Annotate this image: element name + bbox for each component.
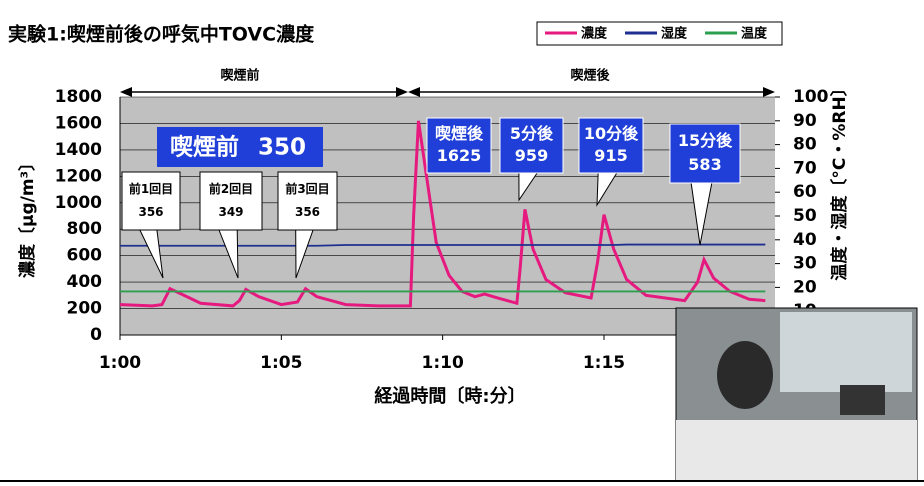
callout-label: 喫煙後 xyxy=(435,124,484,143)
callout-label: 前3回目 xyxy=(285,181,329,196)
callout-box xyxy=(277,171,338,231)
legend-label: 濃度 xyxy=(581,26,608,42)
phase-label: 喫煙前 xyxy=(220,68,259,84)
photo-laptop xyxy=(840,385,885,415)
callout-box xyxy=(499,117,564,174)
x-tick-label: 1:00 xyxy=(99,353,141,373)
callout-value: 1625 xyxy=(437,146,482,165)
y-tick-label: 1800 xyxy=(55,87,102,107)
y2-tick-label: 50 xyxy=(793,206,817,226)
y2-tick-label: 40 xyxy=(793,230,817,250)
y-tick-label: 1000 xyxy=(55,193,102,213)
y-tick-label: 1600 xyxy=(55,113,102,133)
y-tick-label: 0 xyxy=(90,325,102,345)
y-tick-label: 1400 xyxy=(55,140,102,160)
y-axis-label: 濃度〔μg/m³〕 xyxy=(17,154,38,278)
callout-value: 583 xyxy=(688,155,721,174)
callout-value: 959 xyxy=(515,146,548,165)
y2-tick-label: 60 xyxy=(793,182,817,202)
callout-label: 15分後 xyxy=(678,131,733,150)
callout-value: 356 xyxy=(138,205,163,219)
callout-box xyxy=(121,171,181,231)
y-tick-label: 600 xyxy=(67,246,103,266)
y2-tick-label: 90 xyxy=(793,111,817,131)
photo-table xyxy=(676,420,917,480)
y2-tick-label: 70 xyxy=(793,158,817,178)
y2-tick-label: 80 xyxy=(793,135,817,155)
series-line xyxy=(120,243,766,247)
callout-label: 5分後 xyxy=(510,124,554,143)
x-tick-label: 1:10 xyxy=(422,353,464,373)
callout-value: 349 xyxy=(218,205,243,219)
y2-axis-label: 温度・湿度〔°C・%RH〕 xyxy=(829,79,850,280)
callout-box xyxy=(578,117,644,174)
callout-box xyxy=(199,171,263,231)
y2-tick-label: 100 xyxy=(793,87,829,107)
phase-label: 喫煙後 xyxy=(570,68,610,84)
y-tick-label: 200 xyxy=(67,299,103,319)
photo-person xyxy=(717,341,773,409)
legend xyxy=(536,21,783,46)
photo-window xyxy=(780,312,912,392)
y2-tick-label: 20 xyxy=(793,277,817,297)
legend-label: 湿度 xyxy=(661,26,688,42)
summary-value: 350 xyxy=(258,135,306,161)
y-tick-label: 400 xyxy=(67,272,103,292)
callout-value: 356 xyxy=(295,205,320,219)
callout-box xyxy=(669,123,741,184)
summary-box xyxy=(157,127,323,167)
x-tick-label: 1:05 xyxy=(260,353,302,373)
callout-label: 前1回目 xyxy=(129,181,173,196)
callout-label: 前2回目 xyxy=(209,181,253,196)
y-tick-label: 800 xyxy=(67,219,103,239)
callout-label: 10分後 xyxy=(584,124,639,143)
callout-value: 915 xyxy=(594,146,627,165)
summary-label: 喫煙前 xyxy=(170,134,239,161)
x-axis-label: 経過時間〔時:分〕 xyxy=(374,385,525,407)
callout-box xyxy=(426,117,492,174)
x-tick-label: 1:15 xyxy=(583,353,625,373)
legend-label: 温度 xyxy=(741,26,768,42)
y-tick-label: 1200 xyxy=(55,166,102,186)
y2-tick-label: 30 xyxy=(793,254,817,274)
chart-title: 実験1:喫煙前後の呼気中TOVC濃度 xyxy=(8,23,315,46)
